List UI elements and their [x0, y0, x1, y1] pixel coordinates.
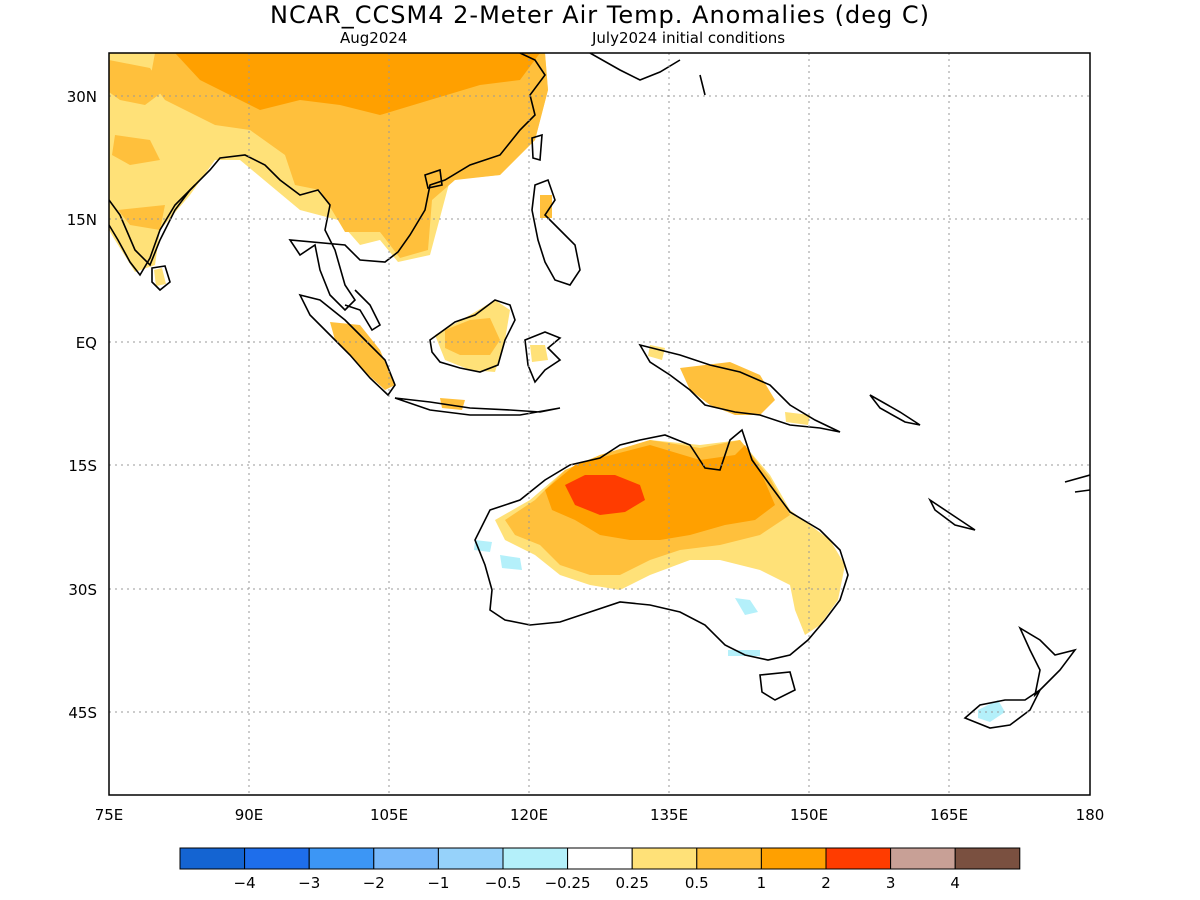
colorbar-swatch	[631, 847, 698, 870]
colorbar-swatch	[179, 847, 246, 870]
colorbar-label: 3	[886, 874, 896, 892]
colorbar-swatch	[825, 847, 892, 870]
anomaly-shading	[109, 53, 1005, 722]
lon-tick-105: 105E	[370, 806, 408, 824]
lon-tick-165: 165E	[930, 806, 968, 824]
map-frame	[108, 52, 1091, 796]
asia-anomaly-2-west	[109, 60, 165, 105]
taiwan	[531, 133, 543, 162]
lat-tick-45s: 45S	[68, 704, 97, 722]
japan-islands	[589, 53, 706, 96]
lon-tick-75: 75E	[95, 806, 124, 824]
colorbar-swatch	[308, 847, 375, 870]
gridlines	[109, 53, 1090, 795]
sri-lanka-anomaly	[154, 268, 166, 286]
india-coast	[109, 184, 196, 277]
lon-tick-120: 120E	[510, 806, 548, 824]
solomon-islands	[869, 394, 976, 531]
java	[394, 397, 561, 416]
nz-south	[963, 687, 1043, 729]
nz-north	[1018, 625, 1077, 698]
colorbar-label: −3	[298, 874, 320, 892]
colorbar-label: −2	[363, 874, 385, 892]
fiji	[1064, 474, 1090, 493]
lon-tick-150: 150E	[790, 806, 828, 824]
lon-tick-180: 180	[1076, 806, 1105, 824]
colorbar-label: 4	[950, 874, 960, 892]
colorbar-label: 0.25	[615, 874, 648, 892]
new-guinea	[638, 343, 841, 433]
colorbar-swatch	[437, 847, 504, 870]
philippines-anomaly	[540, 195, 552, 218]
colorbar-label: −0.25	[545, 874, 591, 892]
colorbar: −4 −3 −2 −1 −0.5 −0.25 0.25 0.5 1 2 3 4	[179, 847, 1021, 892]
australia-cool-2	[728, 598, 760, 656]
india-anomaly-1-2	[112, 135, 165, 230]
sulawesi-anomaly	[530, 345, 548, 362]
colorbar-label: 2	[821, 874, 831, 892]
lon-tick-90: 90E	[235, 806, 264, 824]
map-title: NCAR_CCSM4 2-Meter Air Temp. Anomalies (…	[269, 1, 930, 29]
nz-cool	[978, 700, 1005, 722]
tibet-anomaly-2	[175, 53, 540, 115]
colorbar-swatch	[373, 847, 439, 870]
malay-peninsula	[344, 289, 382, 332]
lat-tick-30s: 30S	[68, 581, 97, 599]
asia-coast	[109, 53, 546, 312]
papua-anomaly-2	[648, 345, 810, 425]
colorbar-swatch	[502, 847, 569, 870]
initial-conditions: July2024 initial conditions	[592, 29, 786, 47]
borneo-anomaly-2	[445, 318, 500, 355]
papua-anomaly	[680, 362, 775, 415]
australia-anomaly-2-3	[545, 445, 775, 540]
sulawesi	[524, 331, 562, 384]
borneo	[429, 299, 516, 373]
colorbar-label: 1	[757, 874, 767, 892]
sumatra-anomaly	[330, 322, 395, 390]
lon-tick-labels: 75E 90E 105E 120E 135E 150E 165E 180	[95, 806, 1105, 824]
coastlines	[109, 53, 1090, 729]
lat-tick-15s: 15S	[68, 457, 97, 475]
lon-tick-135: 135E	[650, 806, 688, 824]
sri-lanka	[151, 265, 171, 292]
colorbar-swatch	[244, 847, 310, 870]
colorbar-swatch	[760, 847, 827, 870]
colorbar-swatch	[890, 847, 956, 870]
colorbar-label: −4	[234, 874, 256, 892]
lat-tick-30n: 30N	[67, 88, 97, 106]
colorbar-label: −1	[427, 874, 449, 892]
hainan	[424, 168, 443, 189]
colorbar-swatch	[567, 847, 633, 870]
sumatra	[298, 293, 396, 397]
colorbar-label: 0.5	[685, 874, 709, 892]
australia-anomaly-3-4	[565, 475, 645, 515]
lat-tick-15n: 15N	[67, 211, 97, 229]
philippines	[531, 178, 581, 286]
australia-cool-1	[474, 540, 522, 570]
tasmania	[759, 671, 796, 701]
colorbar-swatch	[954, 847, 1021, 870]
forecast-month: Aug2024	[340, 29, 408, 47]
lat-tick-labels: 30N 15N EQ 15S 30S 45S	[67, 88, 97, 722]
lat-tick-eq: EQ	[76, 334, 97, 352]
australia	[474, 428, 849, 661]
colorbar-swatch	[696, 847, 762, 870]
colorbar-label: −0.5	[485, 874, 521, 892]
